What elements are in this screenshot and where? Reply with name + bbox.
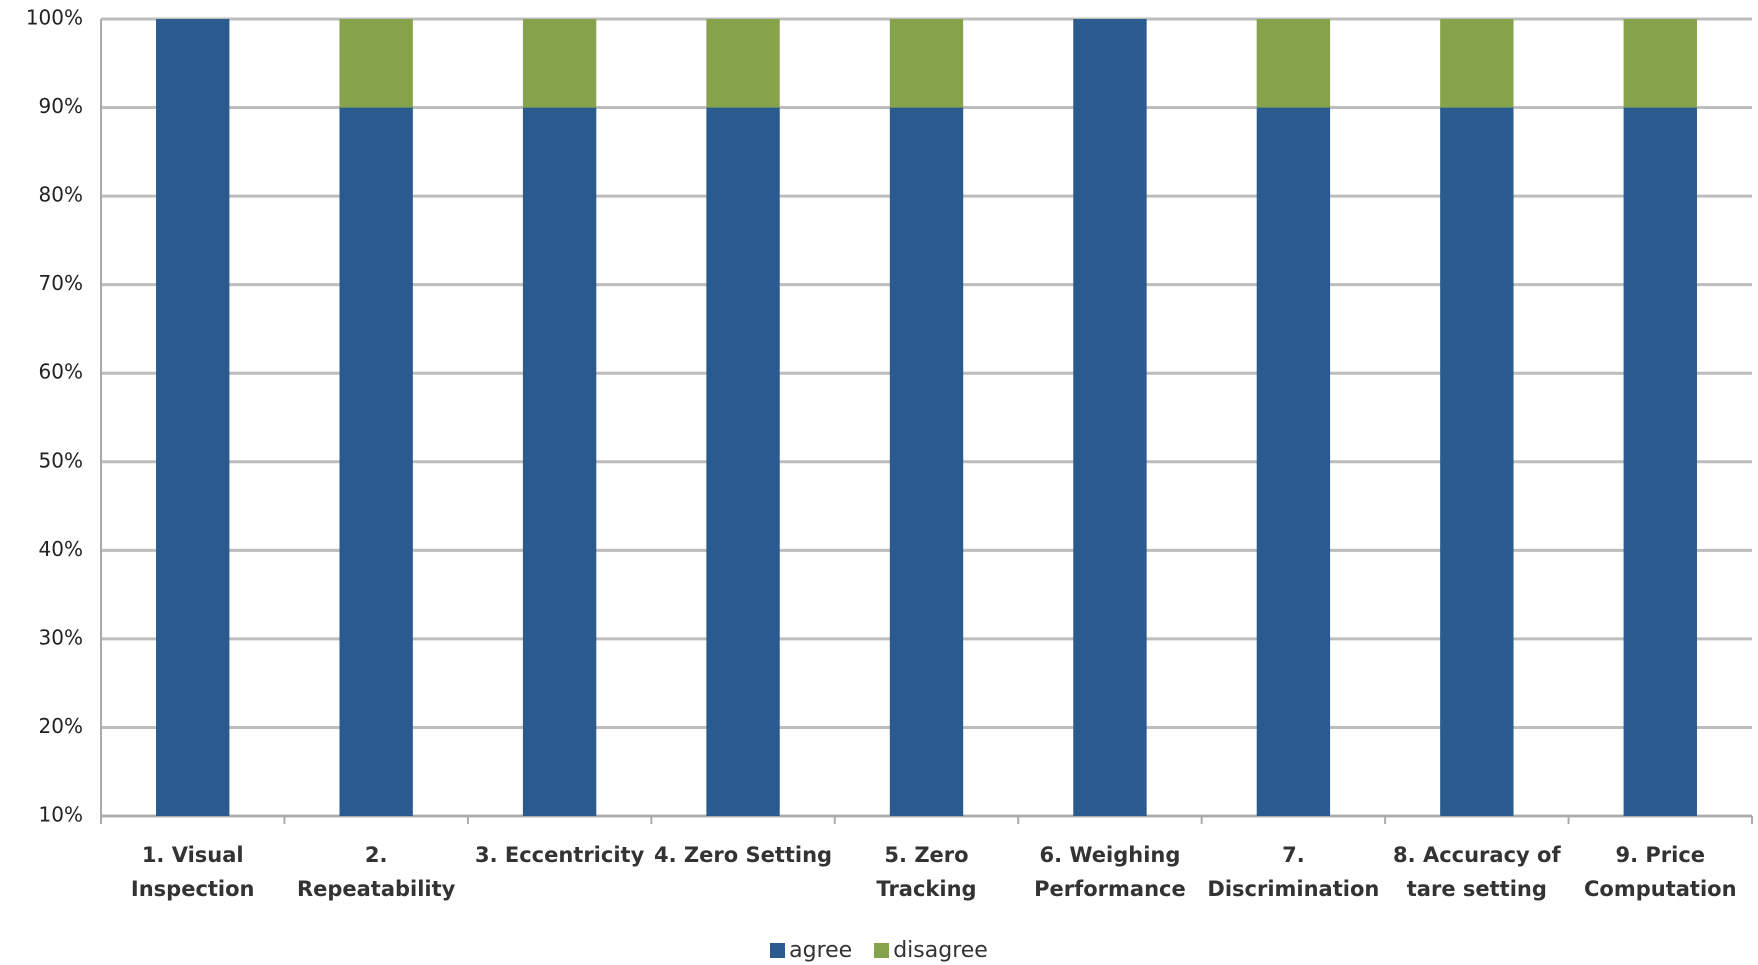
y-tick-label: 90% xyxy=(39,94,83,118)
bar-segment xyxy=(1073,19,1147,816)
bar-segment xyxy=(1256,19,1331,108)
legend-label: disagree xyxy=(893,938,988,963)
y-tick-label: 100% xyxy=(26,6,83,30)
y-tick-label: 40% xyxy=(39,537,83,561)
bar-segment xyxy=(706,19,780,108)
x-tick-label: 3. Eccentricity xyxy=(474,843,645,867)
y-tick-label: 30% xyxy=(39,625,83,649)
bar-segment xyxy=(889,107,964,817)
x-tick-label: 4. Zero Setting xyxy=(654,843,833,867)
bar-segment xyxy=(1256,107,1331,817)
y-tick-label: 80% xyxy=(39,183,83,207)
legend-label: agree xyxy=(789,938,853,963)
bar-segment xyxy=(339,19,413,108)
bar-segment xyxy=(522,19,597,108)
y-tick-label: 60% xyxy=(39,360,83,384)
plot: 10% 20% 30% 40% 50% 60% 70% 80% 90% 100% xyxy=(26,6,1753,827)
legend-swatch xyxy=(770,943,786,958)
bar-segment xyxy=(1440,19,1514,108)
legend: agree disagree xyxy=(0,938,1758,963)
bar-segment xyxy=(1623,107,1697,817)
bar-segment xyxy=(522,107,597,817)
x-tick-label: 1. Visual Inspection xyxy=(130,843,255,901)
x-tick-label: 5. Zero Tracking xyxy=(876,843,977,901)
y-tick-label: 70% xyxy=(39,271,83,295)
bar-segment xyxy=(339,107,413,817)
x-tick-label: 6. Weighing Performance xyxy=(1034,843,1186,901)
bar-segment xyxy=(889,19,964,108)
bar-segment xyxy=(1623,19,1697,108)
bar-segment xyxy=(706,107,780,817)
x-tick-label: 9. Price Computation xyxy=(1584,843,1737,901)
x-tick-label: 7. Discrimination xyxy=(1207,843,1380,901)
y-tick-label: 50% xyxy=(39,448,83,472)
y-tick-label: 20% xyxy=(39,714,83,738)
legend-item: disagree xyxy=(874,938,988,963)
legend-swatch xyxy=(874,943,890,958)
bar-segment xyxy=(1440,107,1514,817)
bar-segment xyxy=(156,19,230,816)
x-tick-label: 8. Accuracy of tare setting xyxy=(1393,843,1561,901)
x-tick-label: 2. Repeatability xyxy=(296,843,456,901)
y-tick-label: 10% xyxy=(39,803,83,827)
legend-item: agree xyxy=(770,938,852,963)
